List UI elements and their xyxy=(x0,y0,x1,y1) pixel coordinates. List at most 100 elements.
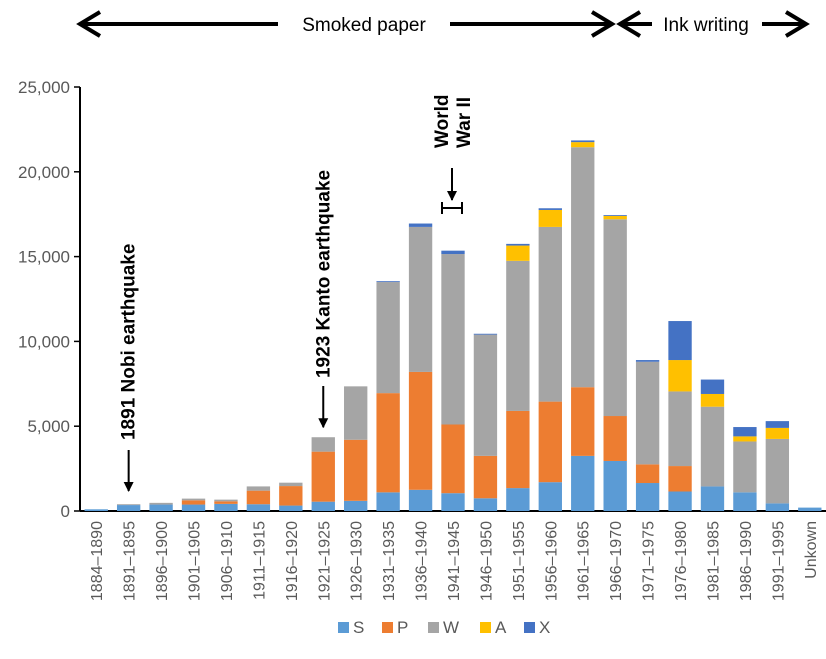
bar-segment-s xyxy=(603,460,627,511)
bar-segment-p xyxy=(376,393,400,493)
x-tick-label: 1921–1925 xyxy=(316,521,333,601)
bar-segment-x xyxy=(441,250,465,255)
bar-segment-w xyxy=(149,502,173,505)
bar-segment-s xyxy=(344,500,368,511)
legend-label-x: X xyxy=(539,618,550,637)
bars xyxy=(84,140,822,511)
y-tick-label: 5,000 xyxy=(27,417,70,436)
x-tick-label: Unkown xyxy=(803,521,820,579)
bar-segment-s xyxy=(408,489,433,511)
bar-segment-s xyxy=(246,504,271,511)
bar-segment-a xyxy=(765,427,790,439)
bar-segment-x xyxy=(571,140,595,143)
bar-segment-p xyxy=(668,466,692,492)
x-tick-label: 1951–1955 xyxy=(511,521,528,601)
bar-segment-x xyxy=(506,243,530,246)
bar-segment-s xyxy=(311,501,335,511)
bar-segment-s xyxy=(668,491,692,511)
bar-segment-s xyxy=(473,498,498,511)
bar-segment-x xyxy=(765,421,790,428)
bar-segment-a xyxy=(571,142,595,148)
bar-segment-x xyxy=(376,281,400,283)
bar-segment-p xyxy=(408,371,433,490)
bar-segment-a xyxy=(668,360,692,392)
nobi-annotation: 1891 Nobi earthquake xyxy=(119,244,140,440)
bar-segment-p xyxy=(246,490,271,505)
x-tick-label: 1981–1985 xyxy=(705,521,722,601)
bar-segment-s xyxy=(538,482,562,511)
bar-segment-s xyxy=(376,492,400,511)
bar-segment-s xyxy=(571,455,595,511)
bar-segment-s xyxy=(733,492,757,511)
bar-segment-w xyxy=(733,441,757,493)
legend-label-w: W xyxy=(443,618,459,637)
bar-segment-p xyxy=(311,451,335,502)
x-tick-label: 1976–1980 xyxy=(673,521,690,601)
bar-segment-s xyxy=(700,486,725,511)
bar-segment-w xyxy=(441,254,465,425)
bar-segment-w xyxy=(473,334,498,456)
x-tick-label: 1946–1950 xyxy=(478,521,495,601)
bar-segment-p xyxy=(506,410,530,489)
era-ink-writing-arrow-right xyxy=(784,10,810,38)
bar-segment-p xyxy=(214,501,238,504)
bar-segment-x xyxy=(700,379,725,394)
x-tick-label: 1936–1940 xyxy=(414,521,431,601)
bar-segment-a xyxy=(700,393,725,407)
bar-segment-w xyxy=(765,438,790,504)
wwii-annotation-line1: World xyxy=(432,95,453,148)
x-tick-label: 1911–1915 xyxy=(251,521,268,600)
y-tick-label: 15,000 xyxy=(18,248,70,267)
bar-segment-p xyxy=(538,401,562,483)
x-tick-label: 1891–1895 xyxy=(122,521,139,601)
y-tick-label: 0 xyxy=(61,502,70,521)
x-tick-label: 1966–1970 xyxy=(608,521,625,601)
legend-label-s: S xyxy=(353,618,364,637)
legend-swatch-x xyxy=(524,622,535,633)
bar-segment-s xyxy=(765,503,790,511)
x-tick-label: 1971–1975 xyxy=(641,521,658,601)
bar-segment-w xyxy=(603,219,627,417)
bar-segment-a xyxy=(538,209,562,227)
bar-segment-x xyxy=(408,223,433,227)
bar-segment-w xyxy=(635,361,660,465)
x-tick-label: 1896–1900 xyxy=(154,521,171,601)
bar-segment-p xyxy=(473,455,498,499)
era-smoked-paper-label: Smoked paper xyxy=(302,15,426,36)
bar-segment-p xyxy=(279,486,303,506)
x-tick-label: 1916–1920 xyxy=(284,521,301,601)
bar-segment-w xyxy=(214,499,238,502)
y-tick-label: 25,000 xyxy=(18,78,70,97)
bar-segment-w xyxy=(668,391,692,467)
bar-segment-s xyxy=(506,488,530,511)
bar-segment-p xyxy=(181,500,206,505)
era-smoked-paper-arrow-left xyxy=(76,10,102,38)
era-ink-writing-arrow-left xyxy=(616,10,642,38)
era-ink-writing-label: Ink writing xyxy=(663,15,749,36)
y-tick-label: 20,000 xyxy=(18,163,70,182)
bar-segment-s xyxy=(116,505,141,511)
bar-segment-w xyxy=(571,147,595,388)
x-tick-label: 1906–1910 xyxy=(219,521,236,601)
legend-swatch-p xyxy=(382,622,393,633)
bar-segment-a xyxy=(733,436,757,442)
bar-segment-w xyxy=(311,437,335,452)
x-tick-label: 1926–1930 xyxy=(349,521,366,601)
bar-segment-s xyxy=(84,509,108,511)
bar-segment-p xyxy=(635,464,660,484)
bar-segment-s xyxy=(441,493,465,511)
bar-segment-w xyxy=(700,406,725,487)
era-arrows: Smoked paper Ink writing xyxy=(76,10,810,38)
bar-segment-w xyxy=(116,504,141,506)
annotations: 1891 Nobi earthquake 1923 Kanto earthquak… xyxy=(119,95,475,492)
bar-segment-w xyxy=(408,226,433,372)
bar-segment-s xyxy=(149,504,173,511)
bar-segment-w xyxy=(279,482,303,487)
bar-segment-p xyxy=(571,387,595,456)
legend-swatch-a xyxy=(480,622,491,633)
x-tick-label: 1961–1965 xyxy=(576,521,593,601)
bar-segment-w xyxy=(506,260,530,411)
bar-segment-x xyxy=(603,215,627,216)
bar-segment-p xyxy=(344,439,368,501)
